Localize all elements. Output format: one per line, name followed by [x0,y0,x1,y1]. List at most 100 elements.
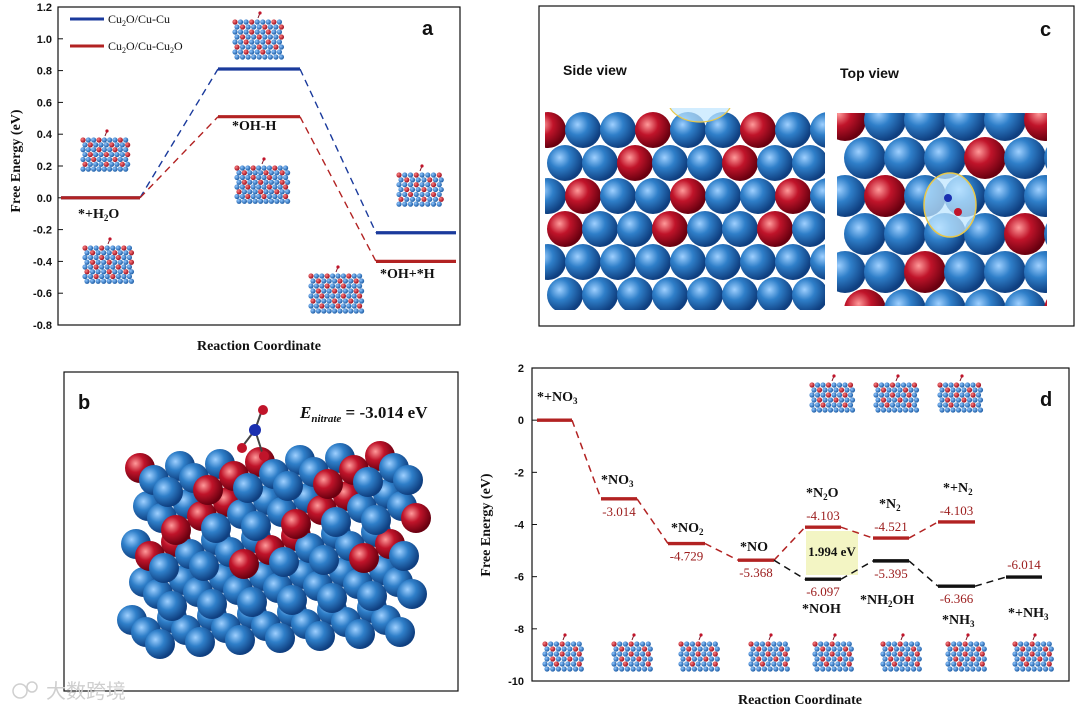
side-view-label: Side view [563,62,627,78]
y-tick-label: 1.2 [37,2,52,14]
charge-density-top [923,172,977,238]
slab-d-bottom-3 [748,633,790,672]
black-connector-1 [840,560,874,580]
y-tick-label: -0.2 [33,225,52,237]
panel-d: 2 0 -2 -4 -6 -8 -10 Free Energy (eV) Reaction … [479,363,1070,708]
state-label-oh-plus-h: *OH+*H [380,267,435,282]
red-connector-1 [636,498,669,544]
panel-a-y-ticks: 1.2 1.0 0.8 0.6 0.4 0.2 0.0 -0.2 -0.4 -0.6 -0.8 [33,2,63,332]
connector-cu-cu2o-0 [139,116,219,199]
barrier-label: 1.994 eV [808,544,856,559]
black-value-label: -6.014 [1007,557,1041,572]
slab-d-top-2 [937,374,984,413]
oxygen-atom [258,405,268,415]
binding-energy-label: Enitrate = -3.014 eV [299,403,428,425]
y-tick-label: 0 [518,415,524,427]
red-connector-0 [571,419,602,500]
slab-d-top-1 [873,374,920,413]
top-view-image [837,113,1047,306]
y-tick-label: -0.6 [33,288,52,300]
barrier-highlight [806,531,858,575]
panel-a-xlabel: Reaction Coordinate [197,339,321,354]
slab-a-ts-bottom [234,157,291,204]
red-value-label: -3.014 [602,504,636,519]
slab-d-bottom-0 [542,633,584,672]
y-tick-label: 1.0 [37,34,52,46]
oxygen-atom [237,443,247,453]
red-value-label: -4.103 [806,508,840,523]
y-tick-label: -10 [508,676,524,688]
y-tick-label: -0.4 [33,256,53,268]
black-connector-2 [908,560,939,587]
legend-cu-cu2o: Cu2O/Cu-Cu2O [108,39,183,55]
slab-d-bottom-6 [945,633,987,672]
panel-c-label: c [1040,19,1051,41]
watermark-icon [12,683,28,699]
panel-a-label: a [422,18,434,40]
slab-a-final-top [396,164,444,207]
connector-cu-cu-0 [139,68,219,199]
panel-b-label: b [78,392,90,414]
charge-density-side [669,108,731,123]
red-value-label: -4.521 [874,519,908,534]
state-label-nh2oh: *NH2OH [860,593,914,609]
state-label-noh: *NOH [802,602,841,617]
black-value-label: -6.366 [940,591,974,606]
y-tick-label: 0.2 [37,161,52,173]
y-tick-label: -4 [514,520,525,532]
black-connector-3 [974,576,1007,587]
slab-d-bottom-7 [1012,633,1054,672]
panel-d-slab-images [542,374,1054,672]
black-value-label: -5.395 [874,566,908,581]
red-connector-3 [773,526,806,561]
red-connector-4 [840,526,874,539]
y-tick-label: -8 [514,624,524,636]
y-tick-label: 0.4 [37,129,53,141]
y-tick-label: 0.0 [37,193,52,205]
panel-a-ylabel: Free Energy (eV) [9,109,24,212]
red-connector-5 [908,521,939,539]
side-view-image [545,108,825,310]
state-label-no3: *NO3 [601,473,634,489]
y-tick-label: -6 [514,572,524,584]
red-value-label: -4.729 [670,549,704,564]
slab-d-bottom-1 [611,633,653,672]
y-tick-label: -2 [514,467,524,479]
state-label-plus-n2: *+N2 [943,481,973,497]
nitrogen-atom [249,424,261,436]
state-label-plus-nh3: *+NH3 [1008,606,1049,622]
slab-d-bottom-4 [812,633,854,672]
black-value-label: -6.097 [806,584,840,599]
panel-d-plot: -3.014 -4.729 -5.368 -4.103 -4.521 -4.103 -6.0… [537,418,1042,606]
slab-d-top-0 [809,374,856,413]
watermark: 大数跨境 [12,679,126,703]
red-connector-2 [704,542,739,561]
y-tick-label: 2 [518,363,524,375]
panel-a-slab-images [80,11,444,314]
slab-a-initial-bottom [82,237,135,284]
slab-d-bottom-5 [880,633,922,672]
panel-d-ylabel: Free Energy (eV) [479,473,494,576]
y-tick-label: 0.6 [37,97,52,109]
panel-a-plot [61,67,456,263]
state-label-n2: *N2 [879,497,901,513]
slab-a-ts-top [232,11,285,60]
state-label-no3-start: *+NO3 [537,390,578,406]
y-tick-label: 0.8 [37,66,52,78]
panel-c: c Side view Top view [538,5,1075,327]
state-label-h2o: *+H2O [78,207,119,223]
oxygen-atom [259,451,269,461]
red-value-label: -5.368 [739,565,773,580]
state-label-n2o: *N2O [806,486,839,502]
state-label-no2: *NO2 [671,521,704,537]
state-label-nh3: *NH3 [942,613,975,629]
panel-d-frame [531,367,1070,682]
panel-b-slab-image [117,405,431,659]
black-connector-0 [773,559,806,580]
connector-cu-cu2o-1 [299,116,377,262]
legend-cu-cu: Cu2O/Cu-Cu [108,12,170,28]
panel-d-y-ticks: 2 0 -2 -4 -6 -8 -10 [508,363,537,688]
panel-a: 1.2 1.0 0.8 0.6 0.4 0.2 0.0 -0.2 -0.4 -0.6 -0.8 Fr… [9,2,461,354]
slab-a-initial-top [80,129,131,172]
